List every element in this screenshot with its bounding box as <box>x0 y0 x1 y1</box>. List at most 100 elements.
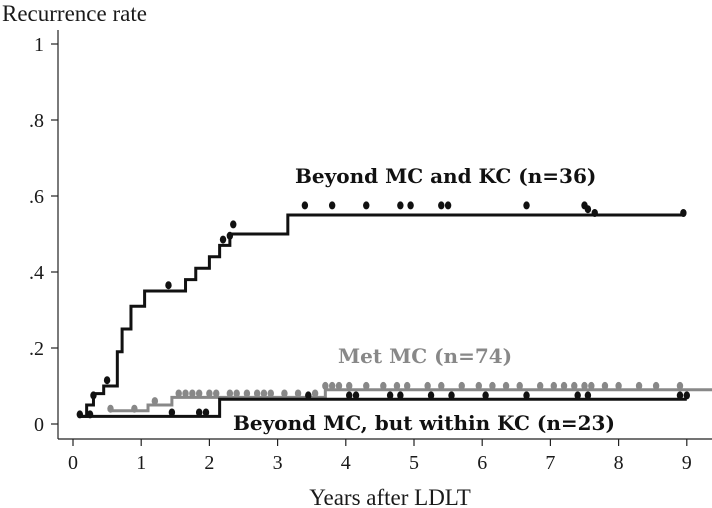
series-label-beyond-mc-within-kc: Beyond MC, but within KC (n=23) <box>233 411 615 435</box>
series-step-line <box>79 213 684 418</box>
censor-mark <box>346 391 353 400</box>
censor-mark <box>206 389 213 398</box>
censor-mark <box>584 391 592 400</box>
censor-mark <box>438 381 445 390</box>
censor-mark <box>676 391 684 400</box>
censor-mark <box>165 281 172 290</box>
censor-mark <box>195 389 203 398</box>
x-tick-label: 9 <box>682 452 692 474</box>
censor-mark <box>281 389 288 398</box>
censor-mark <box>448 391 455 400</box>
x-tick-label: 5 <box>409 452 419 474</box>
y-tick-label: .2 <box>29 338 44 360</box>
series-step-line <box>110 388 712 413</box>
censor-mark <box>335 381 343 390</box>
series-layer <box>76 201 712 419</box>
censor-mark <box>267 389 274 398</box>
censor-mark <box>403 381 411 390</box>
censor-mark <box>352 391 360 400</box>
censor-mark <box>635 381 643 390</box>
censor-mark <box>407 201 414 210</box>
censor-mark <box>652 381 660 390</box>
censor-mark <box>189 389 196 398</box>
y-axis-title: Recurrence rate <box>2 1 147 26</box>
censor-mark <box>346 381 353 390</box>
censor-mark <box>584 205 592 214</box>
x-tick-label: 8 <box>614 452 624 474</box>
censor-mark <box>581 381 588 390</box>
x-tick-label: 4 <box>341 452 351 474</box>
series-label-met-mc: Met MC (n=74) <box>338 344 512 368</box>
censor-mark <box>397 201 404 210</box>
censor-mark <box>175 389 182 398</box>
censor-mark <box>502 381 510 390</box>
censor-mark <box>202 408 210 417</box>
censor-mark <box>294 389 302 398</box>
y-tick-label: 1 <box>34 34 44 56</box>
censor-mark <box>683 391 690 400</box>
censor-mark <box>380 381 387 390</box>
censor-mark <box>226 389 234 398</box>
censor-mark <box>328 381 336 390</box>
censor-mark <box>676 381 684 390</box>
censor-mark <box>311 389 319 398</box>
censor-mark <box>233 389 240 398</box>
series-0 <box>76 201 687 419</box>
censor-mark <box>680 209 687 217</box>
x-tick-label: 7 <box>545 452 555 474</box>
censor-mark <box>103 376 111 385</box>
x-tick-label: 1 <box>136 452 146 474</box>
censor-mark <box>475 381 482 390</box>
censor-mark <box>151 397 159 406</box>
x-tick-label: 0 <box>68 452 78 474</box>
censor-mark <box>107 404 114 413</box>
censor-mark <box>438 201 445 210</box>
series-label-beyond-mc-and-kc: Beyond MC and KC (n=36) <box>295 164 596 188</box>
censor-mark <box>182 389 189 398</box>
censor-mark <box>615 381 622 390</box>
censor-mark <box>363 381 370 390</box>
censor-mark <box>195 408 203 417</box>
censor-mark <box>260 389 268 398</box>
x-tick-label: 2 <box>204 452 214 474</box>
censor-mark <box>550 381 558 390</box>
censor-mark <box>363 201 370 210</box>
censor-mark <box>536 381 544 390</box>
censor-mark <box>574 391 581 400</box>
series-step-line <box>79 397 687 418</box>
censor-mark <box>301 201 309 210</box>
censor-mark <box>393 381 401 390</box>
censor-mark <box>230 220 237 229</box>
censor-mark <box>328 201 336 210</box>
censor-mark <box>588 381 595 390</box>
censor-mark <box>591 209 598 217</box>
x-tick-label: 3 <box>273 452 283 474</box>
censor-mark <box>213 389 220 398</box>
censor-mark <box>601 381 609 390</box>
censor-mark <box>458 381 465 390</box>
censor-mark <box>397 391 404 400</box>
censor-mark <box>424 381 431 390</box>
censor-mark <box>489 381 496 390</box>
y-tick-label: .6 <box>29 186 44 208</box>
censor-mark <box>226 231 234 240</box>
censor-mark <box>131 404 138 413</box>
censor-mark <box>219 235 227 244</box>
censor-mark <box>523 391 530 400</box>
censor-mark <box>560 381 568 390</box>
censor-mark <box>523 201 530 210</box>
censor-mark <box>305 391 312 400</box>
censor-mark <box>444 201 452 210</box>
censor-mark <box>168 408 176 417</box>
censor-mark <box>427 391 435 400</box>
censor-mark <box>482 391 489 400</box>
censor-mark <box>386 391 394 400</box>
y-tick-label: 0 <box>34 414 44 436</box>
x-tick-label: 6 <box>477 452 487 474</box>
y-tick-label: .8 <box>29 110 44 132</box>
y-tick-label: .4 <box>29 262 44 284</box>
censor-mark <box>322 381 329 390</box>
censor-mark <box>86 410 94 419</box>
axes: 0 1 2 3 4 5 6 7 8 9 0 .2 .4 .6 .8 1 <box>29 30 712 474</box>
